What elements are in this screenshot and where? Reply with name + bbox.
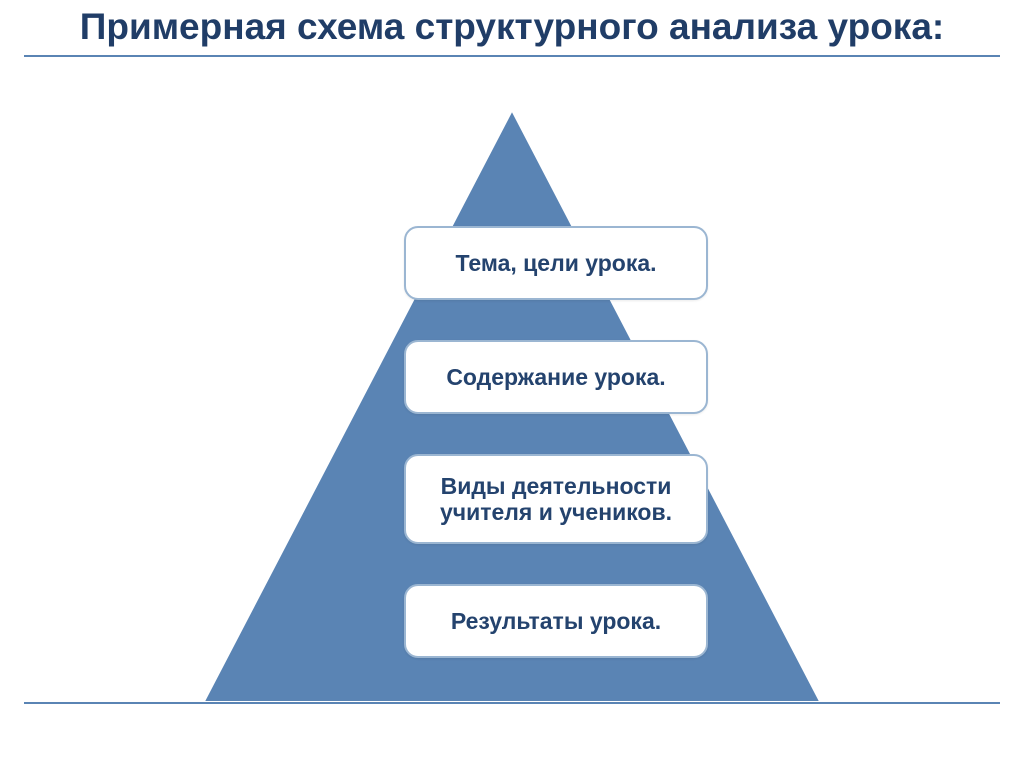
pyramid-box-4: Результаты урока. [404,584,708,658]
pyramid-box-3: Виды деятельности учителя и учеников. [404,454,708,544]
divider-top [24,55,1000,57]
pyramid-box-label: Тема, цели урока. [455,250,656,276]
pyramid-box-1: Тема, цели урока. [404,226,708,300]
pyramid-box-2: Содержание урока. [404,340,708,414]
slide-title: Примерная схема структурного анализа уро… [0,0,1024,49]
pyramid-box-label: Содержание урока. [446,364,665,390]
diagram-stage: Тема, цели урока. Содержание урока. Виды… [0,108,1024,719]
divider-bottom [24,702,1000,704]
pyramid-box-label: Виды деятельности учителя и учеников. [420,473,692,526]
pyramid-box-label: Результаты урока. [451,608,661,634]
